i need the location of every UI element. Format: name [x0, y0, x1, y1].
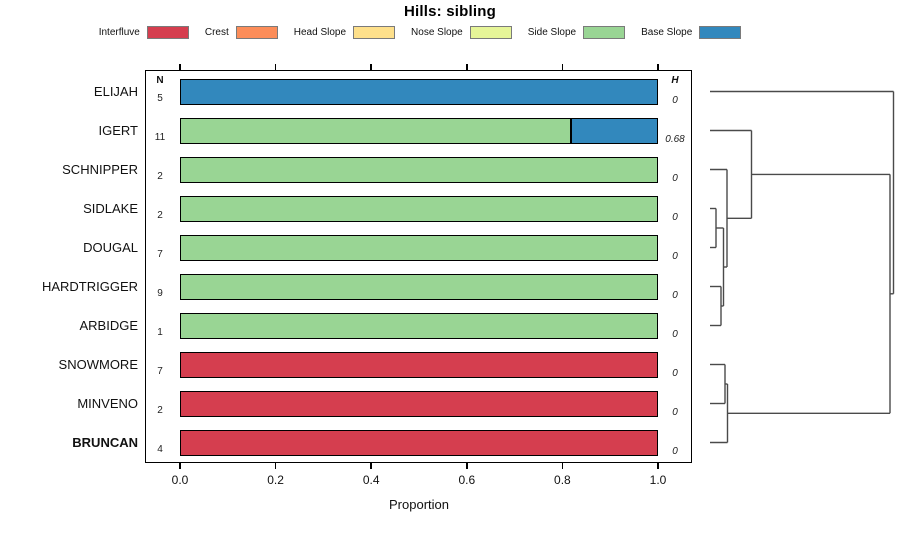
- bar-bruncan: [180, 429, 658, 456]
- x-tick-label: 0.8: [554, 473, 571, 487]
- legend-label: Side Slope: [527, 27, 577, 38]
- h-value-igert: 0.68: [665, 133, 685, 145]
- bar-segment-base-slope: [571, 117, 658, 144]
- bar-segment-interfluve: [180, 390, 658, 417]
- n-value-snowmore: 7: [157, 365, 163, 377]
- legend-label: Base Slope: [641, 27, 693, 38]
- h-value-hardtrigger: 0: [672, 289, 678, 301]
- bar-segment-side-slope: [180, 117, 571, 144]
- n-value-sidlake: 2: [157, 209, 163, 221]
- legend-swatch-head-slope-icon: [353, 26, 396, 39]
- x-tick-label: 0.0: [171, 473, 189, 487]
- x-tick-bottom: [561, 463, 564, 469]
- h-value-dougal: 0: [672, 250, 678, 262]
- legend-item-side-slope: Side Slope: [527, 26, 626, 39]
- x-tick-bottom: [179, 463, 181, 469]
- n-value-schnipper: 2: [157, 170, 163, 182]
- n-value-dougal: 7: [157, 248, 163, 260]
- legend-swatch-base-slope-icon: [699, 26, 742, 39]
- legend-label: Nose Slope: [411, 27, 463, 38]
- legend-item-crest: Crest: [205, 26, 278, 39]
- legend-item-nose-slope: Nose Slope: [411, 26, 512, 39]
- legend-item-base-slope: Base Slope: [641, 26, 742, 39]
- h-value-arbidge: 0: [672, 328, 678, 340]
- h-value-snowmore: 0: [672, 367, 678, 379]
- legend-item-interfluve: Interfluve: [99, 26, 189, 39]
- row-label-bruncan: BRUNCAN: [72, 434, 138, 450]
- bar-igert: [180, 117, 658, 144]
- legend-label: Interfluve: [98, 27, 140, 38]
- legend-item-head-slope: Head Slope: [293, 26, 396, 39]
- x-tick-label: 0.6: [458, 473, 476, 487]
- row-label-schnipper: SCHNIPPER: [62, 161, 138, 177]
- x-tick-top: [370, 64, 372, 70]
- x-tick-bottom: [274, 463, 277, 469]
- row-label-snowmore: SNOWMORE: [58, 356, 138, 372]
- row-label-dougal: DOUGAL: [83, 239, 138, 255]
- legend: Interfluve Crest Head Slope Nose Slope Side …: [0, 26, 900, 39]
- bar-minveno: [180, 390, 658, 417]
- legend-swatch-crest-icon: [235, 26, 278, 39]
- n-value-hardtrigger: 9: [157, 287, 163, 299]
- x-tick-top: [466, 64, 468, 70]
- bar-schnipper: [180, 156, 658, 183]
- h-value-minveno: 0: [672, 406, 678, 418]
- x-tick-top: [657, 64, 659, 70]
- n-value-igert: 11: [154, 131, 166, 143]
- row-label-elijah: ELIJAH: [93, 83, 138, 99]
- x-tick-top: [561, 64, 564, 70]
- legend-swatch-nose-slope-icon: [469, 26, 512, 39]
- legend-swatch-interfluve-icon: [146, 26, 189, 39]
- x-tick-label: 0.4: [362, 473, 380, 487]
- row-label-hardtrigger: HARDTRIGGER: [41, 278, 138, 294]
- bar-hardtrigger: [180, 273, 658, 300]
- x-tick-bottom: [466, 463, 468, 469]
- x-tick-top: [179, 64, 181, 70]
- h-value-sidlake: 0: [672, 211, 678, 223]
- chart-title: Hills: sibling: [404, 3, 496, 20]
- bar-sidlake: [180, 195, 658, 222]
- row-label-arbidge: ARBIDGE: [79, 317, 138, 333]
- bar-arbidge: [180, 312, 658, 339]
- legend-label: Head Slope: [293, 27, 347, 38]
- bar-segment-side-slope: [180, 312, 658, 339]
- legend-swatch-side-slope-icon: [583, 26, 626, 39]
- bar-segment-interfluve: [180, 351, 658, 378]
- bar-dougal: [180, 234, 658, 261]
- bar-segment-side-slope: [180, 195, 658, 222]
- row-label-sidlake: SIDLAKE: [83, 200, 138, 216]
- bar-segment-side-slope: [180, 234, 658, 261]
- n-value-elijah: 5: [157, 92, 163, 104]
- h-value-elijah: 0: [672, 94, 678, 106]
- x-tick-bottom: [370, 463, 372, 469]
- legend-label: Crest: [204, 27, 229, 38]
- bar-segment-side-slope: [180, 273, 658, 300]
- n-value-minveno: 2: [157, 404, 163, 416]
- bar-snowmore: [180, 351, 658, 378]
- bar-segment-interfluve: [180, 429, 658, 456]
- bar-elijah: [180, 78, 658, 105]
- bar-segment-side-slope: [180, 156, 658, 183]
- h-value-bruncan: 0: [672, 445, 678, 457]
- x-tick-label: 1.0: [649, 473, 667, 487]
- h-value-schnipper: 0: [672, 172, 678, 184]
- h-column-header: H: [671, 75, 679, 86]
- plot-box: [145, 70, 692, 463]
- n-value-arbidge: 1: [157, 326, 163, 338]
- x-axis-title: Proportion: [389, 497, 449, 512]
- row-label-minveno: MINVENO: [77, 395, 138, 411]
- row-label-igert: IGERT: [98, 122, 139, 138]
- x-tick-label: 0.2: [267, 473, 284, 487]
- x-tick-top: [274, 64, 277, 70]
- x-tick-bottom: [657, 463, 659, 469]
- bar-segment-base-slope: [180, 78, 658, 105]
- n-value-bruncan: 4: [157, 443, 163, 455]
- n-column-header: N: [156, 75, 164, 86]
